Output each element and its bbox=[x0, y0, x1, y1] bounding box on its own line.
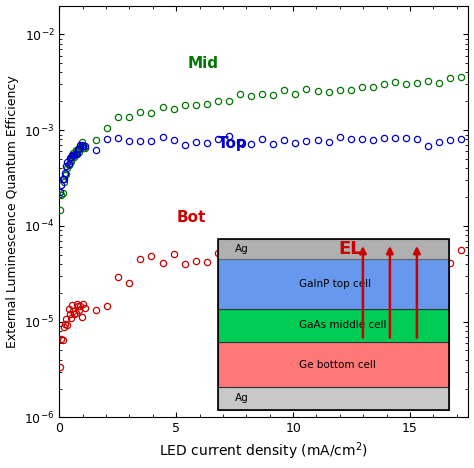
Text: Top: Top bbox=[219, 136, 248, 151]
Text: Bot: Bot bbox=[176, 210, 206, 225]
Text: Mid: Mid bbox=[188, 56, 219, 71]
Y-axis label: External Luminescence Quantum Efficiency: External Luminescence Quantum Efficiency bbox=[6, 75, 18, 348]
X-axis label: LED current density (mA/cm$^2$): LED current density (mA/cm$^2$) bbox=[159, 441, 368, 462]
